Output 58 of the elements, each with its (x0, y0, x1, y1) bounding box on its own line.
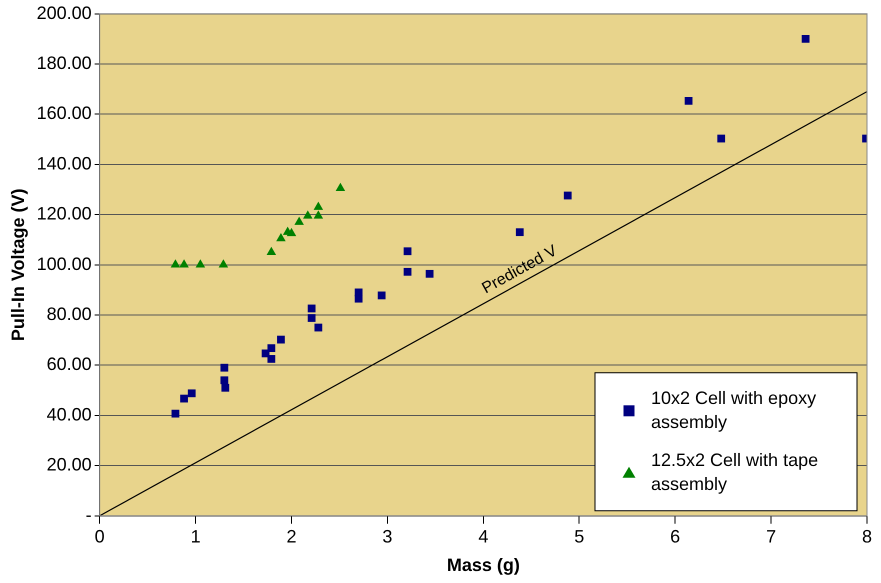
point (220, 364, 228, 372)
x-tick-label: 7 (766, 526, 776, 547)
point (172, 410, 180, 418)
y-tick-label: 160.00 (36, 103, 92, 124)
y-tick-label: 120.00 (36, 204, 92, 224)
point (170, 259, 180, 268)
x-tick-label: 4 (478, 526, 488, 547)
point (354, 294, 363, 303)
point (218, 259, 228, 268)
legend-label: 12.5x2 Cell with tape assembly (651, 450, 818, 494)
y-axis-title: Pull-In Voltage (V) (8, 188, 28, 342)
point (266, 246, 276, 255)
point (516, 228, 524, 236)
x-tick-label: 0 (94, 526, 105, 547)
point (314, 202, 324, 210)
point (179, 259, 189, 268)
x-tick-label: 6 (670, 526, 680, 547)
point (684, 97, 692, 105)
point (314, 210, 324, 219)
point (303, 210, 313, 219)
point (564, 192, 572, 200)
point (404, 268, 412, 276)
point (294, 216, 304, 225)
point (267, 355, 276, 363)
x-tick-label: 3 (382, 526, 392, 547)
point (267, 344, 276, 352)
x-tick-label: 8 (862, 526, 872, 547)
x-tick-label: 2 (286, 526, 296, 547)
point (276, 232, 286, 242)
y-tick-label: 40.00 (46, 404, 92, 424)
y-tick-label: 20.00 (46, 454, 92, 475)
x-tick-label: 1 (190, 526, 201, 547)
point (426, 270, 434, 278)
x-tick-label: 5 (574, 526, 584, 547)
y-tick-label: 100.00 (36, 254, 92, 274)
y-tick-label: 180.00 (36, 52, 92, 73)
point (180, 394, 188, 402)
y-tick-label: 200.00 (36, 2, 92, 23)
point (286, 228, 296, 236)
point (220, 376, 228, 384)
point (404, 247, 412, 256)
point (221, 384, 230, 392)
point (336, 182, 346, 191)
point (196, 259, 206, 268)
y-tick-label: 80.00 (46, 304, 92, 324)
point (308, 304, 316, 312)
point (717, 134, 726, 142)
point (802, 35, 810, 43)
point (378, 292, 386, 300)
legend-label: 10x2 Cell with epoxy assembly (651, 388, 816, 432)
y-tick-label: - (86, 504, 92, 525)
point (188, 389, 196, 398)
point (308, 314, 316, 322)
y-tick-label: 60.00 (46, 354, 92, 374)
point (277, 336, 285, 344)
x-axis-title: Mass (g) (446, 555, 520, 576)
point (314, 324, 322, 332)
y-tick-label: 140.00 (36, 153, 92, 174)
